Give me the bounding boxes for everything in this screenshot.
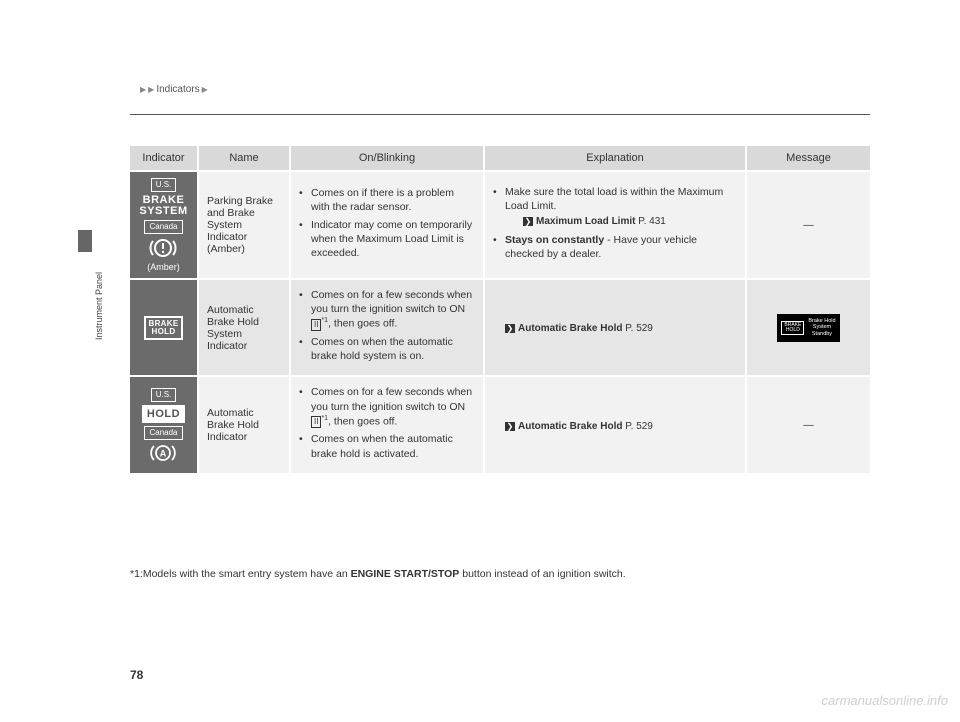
name-cell: Automatic Brake Hold System Indicator — [198, 279, 290, 376]
col-header-indicator: Indicator — [130, 146, 198, 171]
section-tab — [78, 230, 92, 252]
divider — [130, 114, 870, 115]
footnote: *1:Models with the smart entry system ha… — [130, 568, 626, 580]
brake-hold-indicator-icon: U.S. HOLD Canada A — [142, 388, 185, 463]
indicator-table: Indicator Name On/Blinking Explanation M… — [130, 146, 870, 473]
triangle-icon: ▶ — [148, 85, 154, 94]
brake-warning-icon — [149, 237, 177, 259]
indicator-cell: U.S. BRAKE SYSTEM Canada — [130, 171, 198, 279]
brake-hold-icon: BRAKE HOLD — [144, 316, 184, 340]
amber-label: (Amber) — [147, 262, 180, 272]
brake-hold-icon: BRAKE HOLD — [781, 321, 804, 335]
hold-icon: HOLD — [142, 405, 185, 423]
svg-text:A: A — [160, 448, 167, 458]
on-bullet: Indicator may come on temporarily when t… — [299, 218, 475, 261]
ignition-position-icon: II — [311, 416, 321, 428]
hold-a-icon: A — [150, 443, 176, 463]
brake-system-text: BRAKE SYSTEM — [139, 195, 187, 217]
section-label: Instrument Panel — [94, 272, 104, 340]
brake-hold-system-indicator-icon: BRAKE HOLD — [144, 316, 184, 340]
table-header-row: Indicator Name On/Blinking Explanation M… — [130, 146, 870, 171]
badge-canada: Canada — [144, 220, 182, 234]
triangle-icon: ▶ — [202, 85, 208, 94]
page-number: 78 — [130, 668, 143, 682]
cross-reference: ❯Automatic Brake Hold P. 529 — [493, 421, 737, 432]
explanation-cell: ❯Automatic Brake Hold P. 529 — [484, 376, 746, 472]
exp-bullet: Stays on constantly - Have your vehicle … — [493, 233, 737, 261]
col-header-explanation: Explanation — [484, 146, 746, 171]
explanation-cell: Make sure the total load is within the M… — [484, 171, 746, 279]
exp-bullet: Make sure the total load is within the M… — [493, 185, 737, 229]
message-cell: BRAKE HOLD Brake Hold System Standby — [746, 279, 870, 376]
breadcrumb: ▶ ▶ Indicators ▶ — [140, 84, 208, 95]
indicator-cell: U.S. HOLD Canada A — [130, 376, 198, 472]
col-header-on: On/Blinking — [290, 146, 484, 171]
on-cell: Comes on if there is a problem with the … — [290, 171, 484, 279]
on-cell: Comes on for a few seconds when you turn… — [290, 279, 484, 376]
reference-icon: ❯ — [505, 324, 515, 333]
watermark: carmanualsonline.info — [822, 693, 948, 708]
page: ▶ ▶ Indicators ▶ Instrument Panel Indica… — [0, 0, 960, 722]
message-cell: — — [746, 171, 870, 279]
badge-us: U.S. — [151, 388, 177, 402]
cross-reference: ❯Maximum Load Limit P. 431 — [505, 215, 737, 229]
triangle-icon: ▶ — [140, 85, 146, 94]
badge-canada: Canada — [144, 426, 182, 440]
on-cell: Comes on for a few seconds when you turn… — [290, 376, 484, 472]
reference-icon: ❯ — [523, 217, 533, 226]
badge-us: U.S. — [151, 178, 177, 192]
on-bullet: Comes on for a few seconds when you turn… — [299, 288, 475, 331]
cross-reference: ❯Automatic Brake Hold P. 529 — [493, 323, 737, 334]
table-row: BRAKE HOLD Automatic Brake Hold System I… — [130, 279, 870, 376]
indicator-cell: BRAKE HOLD — [130, 279, 198, 376]
ignition-position-icon: II — [311, 319, 321, 331]
name-cell: Parking Brake and Brake System Indicator… — [198, 171, 290, 279]
on-bullet: Comes on when the automatic brake hold s… — [299, 335, 475, 363]
brake-system-indicator-icon: U.S. BRAKE SYSTEM Canada — [139, 178, 187, 272]
table-row: U.S. HOLD Canada A Automatic Brake Hold … — [130, 376, 870, 472]
col-header-name: Name — [198, 146, 290, 171]
name-cell: Automatic Brake Hold Indicator — [198, 376, 290, 472]
table-row: U.S. BRAKE SYSTEM Canada — [130, 171, 870, 279]
explanation-cell: ❯Automatic Brake Hold P. 529 — [484, 279, 746, 376]
on-bullet: Comes on for a few seconds when you turn… — [299, 385, 475, 428]
message-thumbnail: BRAKE HOLD Brake Hold System Standby — [777, 314, 839, 342]
breadcrumb-section: Indicators — [156, 84, 199, 95]
on-bullet: Comes on if there is a problem with the … — [299, 186, 475, 214]
message-text: Brake Hold System Standby — [808, 318, 835, 338]
col-header-message: Message — [746, 146, 870, 171]
message-cell: — — [746, 376, 870, 472]
reference-icon: ❯ — [505, 422, 515, 431]
on-bullet: Comes on when the automatic brake hold i… — [299, 432, 475, 460]
